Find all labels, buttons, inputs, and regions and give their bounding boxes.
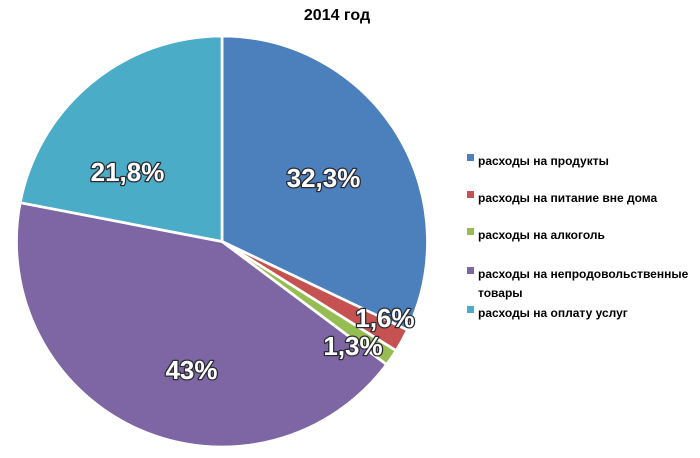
svg-text:43%: 43% — [165, 355, 217, 385]
svg-text:1,3%: 1,3% — [323, 331, 382, 361]
svg-text:21,8%: 21,8% — [91, 157, 165, 187]
svg-text:1,6%: 1,6% — [355, 303, 414, 333]
svg-text:32,3%: 32,3% — [287, 163, 361, 193]
